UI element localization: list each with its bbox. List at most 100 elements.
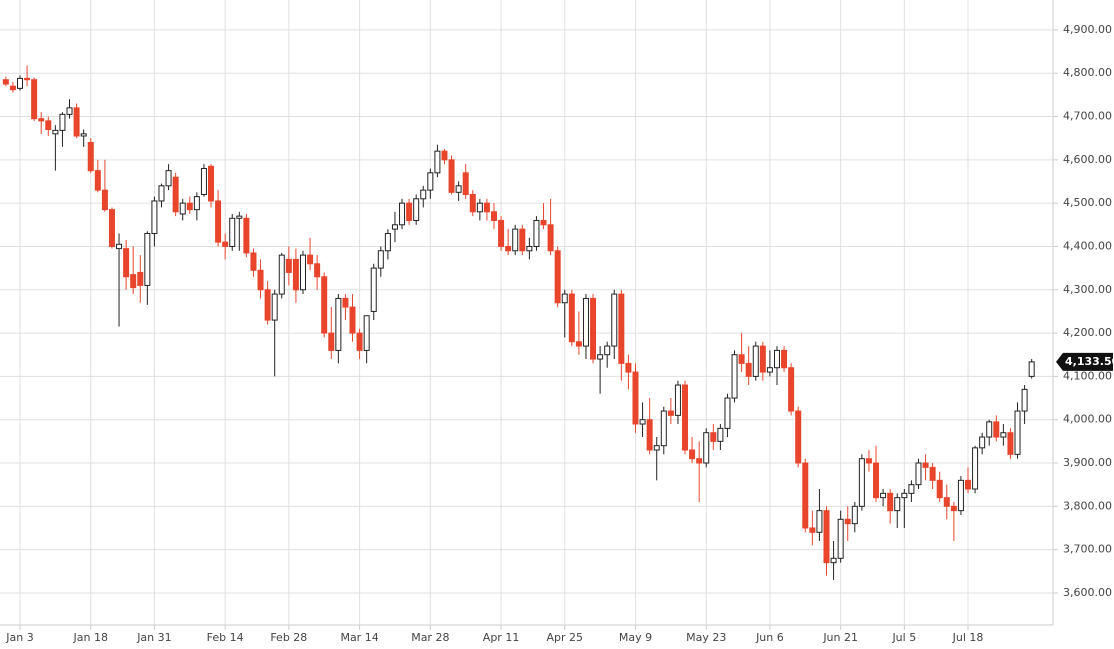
candle-body [349,306,356,334]
x-tick-label: Jan 18 [73,631,108,644]
x-tick-label: Apr 25 [546,631,583,644]
candle-body [590,297,597,360]
candle-body [370,267,377,312]
candle-body [795,410,802,464]
candle-body [802,462,809,529]
candle-body [299,254,306,291]
candle-body [873,462,880,499]
candle-body [986,421,993,438]
candle-body [837,518,844,559]
y-tick-label: 4,600.00 [1063,153,1112,166]
x-tick-label: Feb 28 [270,631,307,644]
candle-body [979,436,986,449]
y-tick-label: 4,300.00 [1063,283,1112,296]
candle-body [491,211,497,221]
candle-body [830,557,837,564]
y-tick-label: 4,100.00 [1063,369,1112,382]
candle-body [356,332,363,351]
candle-body [420,189,427,200]
candle-body [505,245,512,252]
candle-body [894,497,901,512]
candle-body [710,432,717,442]
candle-body [399,202,406,226]
candle-body [965,479,971,490]
candle-body [674,384,681,416]
candle-body [278,254,285,295]
candle-body [696,458,703,464]
candle-body [45,120,52,131]
x-tick-label: Feb 14 [207,631,244,644]
candle-body [738,354,745,364]
candle-body [179,202,186,215]
candle-body [441,150,448,161]
candle-body [1014,410,1021,455]
candle-body [264,289,271,321]
candle-body [208,165,215,202]
candle-body [24,77,31,81]
candle-body [717,427,724,442]
candle-body [137,271,144,286]
candle-body [116,243,123,250]
candle-body [611,293,618,347]
candle-body [582,297,589,347]
candle-body [59,113,66,131]
candle-body [575,341,582,347]
x-tick-label: Apr 11 [483,631,520,644]
candle-body [483,202,490,213]
candle-body [887,492,894,512]
last-price-tag [1056,352,1113,371]
candle-body [540,219,547,226]
y-tick-label: 4,900.00 [1063,23,1112,36]
candle-body [703,432,710,464]
candle-body [73,107,80,137]
candle-body [731,354,738,399]
candle-body [363,315,370,351]
candle-body [2,79,9,85]
candle-body [929,466,936,481]
candle-body [123,248,130,278]
candle-body [972,447,979,490]
candle-body [519,228,526,252]
candle-body [271,293,278,321]
candle-body [773,349,780,369]
candle-body [533,219,540,247]
candle-body [1007,432,1014,455]
candle-body [434,150,441,174]
y-tick-label: 3,900.00 [1063,456,1112,469]
candle-body [9,85,16,91]
candle-body [215,200,222,243]
candle-body [52,129,59,135]
candle-body [639,419,646,425]
candle-body [222,241,229,247]
candle-body [243,217,250,254]
candle-body [1021,388,1028,412]
candle-body [66,107,73,115]
candle-body [321,276,328,334]
candle-body [632,371,639,425]
candle-body [682,384,689,451]
candle-body [526,245,533,252]
candle-body [943,497,950,507]
candle-body [625,362,632,373]
candle-body [328,332,335,351]
x-tick-label: May 23 [686,631,726,644]
candle-body [781,349,788,369]
candle-body [554,250,561,304]
x-tick-label: Jun 21 [822,631,858,644]
candle-body [391,224,398,230]
candle-body [158,185,165,202]
candle-body [660,410,667,447]
candle-body [406,202,413,221]
x-tick-label: Mar 28 [411,631,449,644]
x-tick-label: Jun 6 [755,631,784,644]
y-tick-label: 3,800.00 [1063,499,1112,512]
candle-body [130,274,137,289]
y-tick-label: 4,500.00 [1063,196,1112,209]
y-tick-label: 3,700.00 [1063,543,1112,556]
candle-body [809,527,816,533]
candle-body [957,479,964,512]
candle-body [186,202,193,211]
candle-body [667,410,674,416]
x-tick-label: Jan 3 [5,631,33,644]
candle-body [314,263,321,278]
